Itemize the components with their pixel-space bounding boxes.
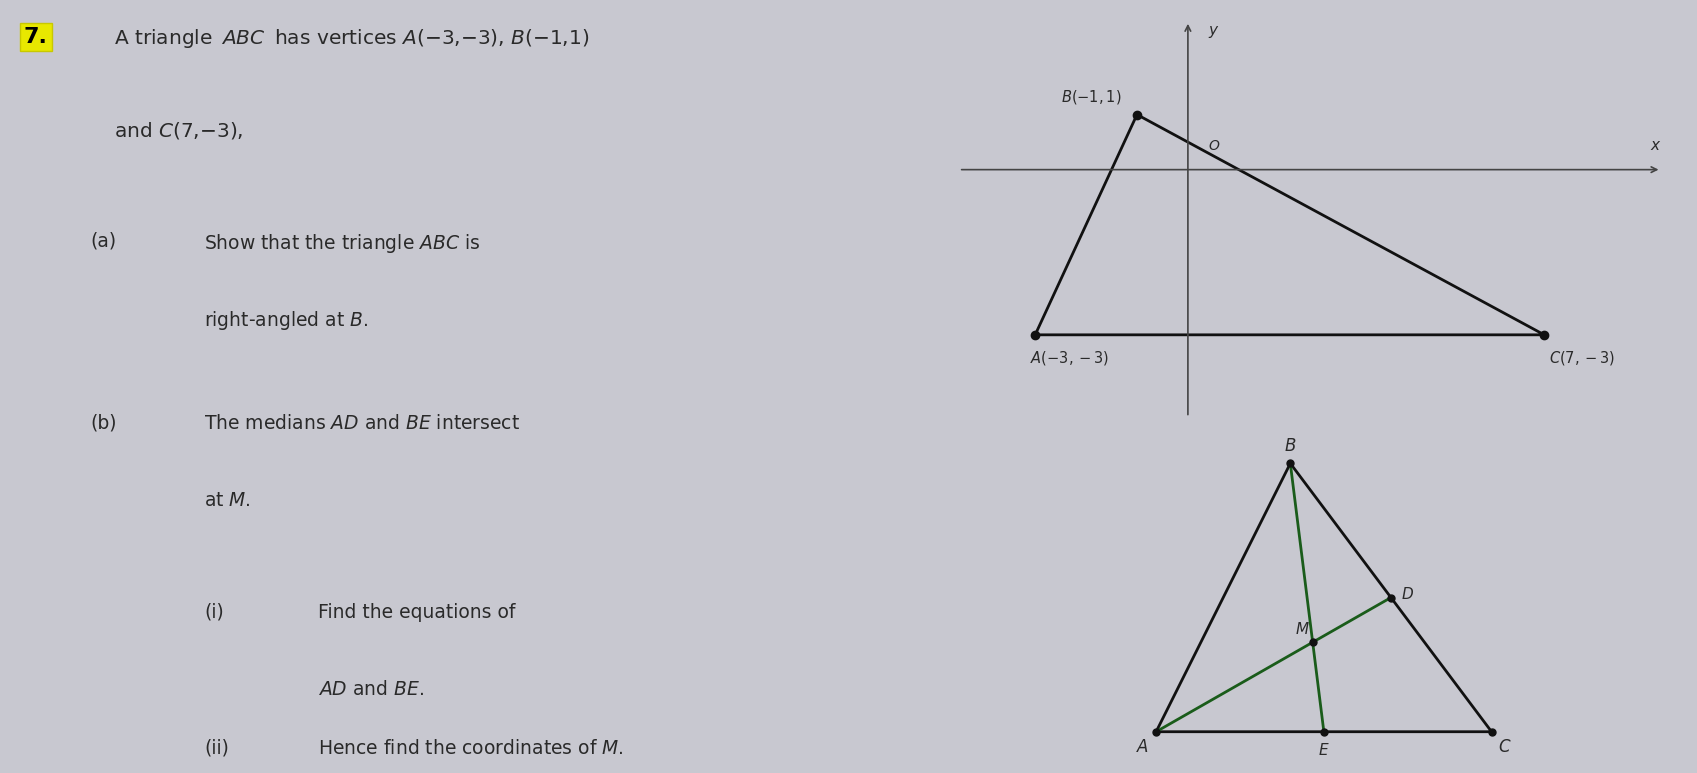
Text: and $\mathit{C}$(7,−3),: and $\mathit{C}$(7,−3), [114, 120, 243, 141]
Text: $y$: $y$ [1208, 24, 1220, 39]
Text: $C(7,-3)$: $C(7,-3)$ [1549, 349, 1616, 366]
Text: The medians $\mathit{AD}$ and $\mathit{BE}$ intersect: The medians $\mathit{AD}$ and $\mathit{B… [204, 414, 521, 433]
Text: (i): (i) [204, 603, 224, 622]
Text: (a): (a) [90, 232, 117, 251]
Text: $B(-1, 1)$: $B(-1, 1)$ [1061, 88, 1122, 107]
Text: $E$: $E$ [1319, 742, 1330, 758]
Text: (ii): (ii) [204, 738, 229, 758]
Text: $D$: $D$ [1402, 586, 1414, 602]
Text: 7.: 7. [24, 27, 48, 47]
Text: $A$: $A$ [1137, 738, 1149, 757]
Text: $x$: $x$ [1651, 138, 1661, 153]
Text: right-angled at $\mathit{B}$.: right-angled at $\mathit{B}$. [204, 309, 368, 332]
Text: $\mathit{AD}$ and $\mathit{BE}$.: $\mathit{AD}$ and $\mathit{BE}$. [319, 680, 424, 700]
Text: $B$: $B$ [1285, 438, 1297, 455]
Text: A triangle  $\mathit{ABC}$  has vertices $\mathit{A}$(−3,−3), $\mathit{B}$(−1,1): A triangle $\mathit{ABC}$ has vertices $… [114, 27, 589, 50]
Text: $C$: $C$ [1498, 738, 1512, 757]
Text: Show that the triangle $\mathit{ABC}$ is: Show that the triangle $\mathit{ABC}$ is [204, 232, 480, 255]
Text: (b): (b) [90, 414, 117, 433]
Text: Hence find the coordinates of $\mathit{M}$.: Hence find the coordinates of $\mathit{M… [319, 738, 624, 758]
Text: $M$: $M$ [1295, 621, 1310, 637]
Text: at $\mathit{M}$.: at $\mathit{M}$. [204, 491, 251, 510]
Text: $O$: $O$ [1208, 139, 1220, 153]
Text: Find the equations of: Find the equations of [319, 603, 516, 622]
Text: $A(-3,-3)$: $A(-3,-3)$ [1030, 349, 1110, 366]
